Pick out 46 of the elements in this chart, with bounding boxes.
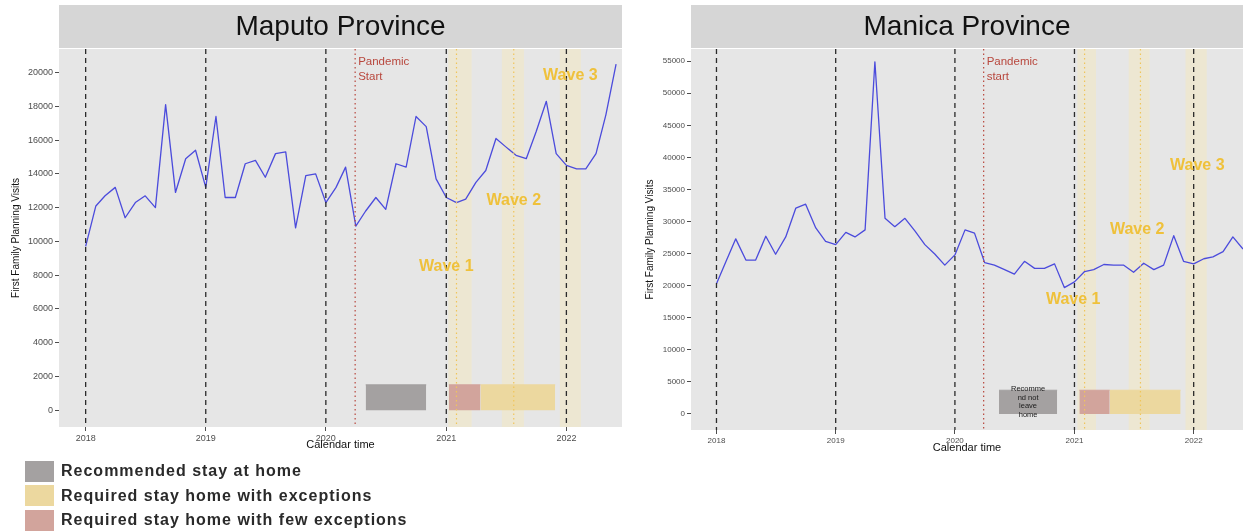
y-tick-label: 15000 <box>662 312 686 322</box>
y-axis-title: First Family Planning Visits <box>643 179 655 300</box>
x-tick-label: 2018 <box>75 432 96 443</box>
annotation: Wave 2 <box>1109 220 1165 238</box>
x-tick-label: 2019 <box>826 436 846 445</box>
y-tick-label: 2000 <box>32 370 53 381</box>
ref-line-label: Pandemic start <box>986 55 1039 83</box>
y-tick-label: 18000 <box>27 100 53 111</box>
y-tick-label: 30000 <box>662 216 686 226</box>
legend-label: Recommended stay at home <box>61 462 302 481</box>
annotation: Wave 3 <box>543 66 598 84</box>
x-tick-label: 2021 <box>436 432 457 443</box>
y-tick-label: 0 <box>680 409 686 419</box>
y-axis-title: First Family Planning Visits <box>9 178 21 298</box>
annotation: Wave 3 <box>1170 156 1225 174</box>
y-tick-label: 50000 <box>662 88 686 98</box>
y-tick-label: 35000 <box>662 184 686 194</box>
annotation: Wave 1 <box>1045 290 1101 308</box>
y-tick-label: 14000 <box>27 168 53 179</box>
x-tick-label: 2019 <box>195 432 216 443</box>
x-tick-label: 2022 <box>1184 436 1204 445</box>
legend-label: Required stay home with exceptions <box>61 486 373 505</box>
x-tick-label: 2022 <box>556 432 577 443</box>
y-tick-label: 45000 <box>662 120 686 130</box>
chart-title: Maputo Province <box>235 10 446 42</box>
y-tick-label: 10000 <box>27 235 53 246</box>
y-tick-label: 5000 <box>667 377 686 387</box>
legend-label: Required stay home with few exceptions <box>61 511 408 530</box>
y-tick-label: 20000 <box>662 280 686 290</box>
y-tick-label: 25000 <box>662 248 686 258</box>
y-tick-label: 40000 <box>662 152 686 162</box>
y-tick-label: 16000 <box>27 134 53 145</box>
y-tick-label: 20000 <box>27 67 53 78</box>
y-tick-label: 8000 <box>32 269 53 280</box>
annotation: Wave 2 <box>486 191 542 209</box>
annotation: Wave 1 <box>419 257 474 275</box>
y-tick-label: 4000 <box>32 337 53 348</box>
x-tick-label: 2021 <box>1065 436 1084 445</box>
x-tick-label: 2018 <box>707 436 726 445</box>
y-tick-label: 0 <box>47 404 53 415</box>
y-tick-label: 6000 <box>32 303 53 314</box>
y-tick-label: 55000 <box>662 56 686 66</box>
chart-title: Manica Province <box>863 10 1071 42</box>
ref-line-label: Pandemic Start <box>358 55 410 83</box>
y-tick-label: 10000 <box>662 345 686 355</box>
y-tick-label: 12000 <box>27 202 53 213</box>
